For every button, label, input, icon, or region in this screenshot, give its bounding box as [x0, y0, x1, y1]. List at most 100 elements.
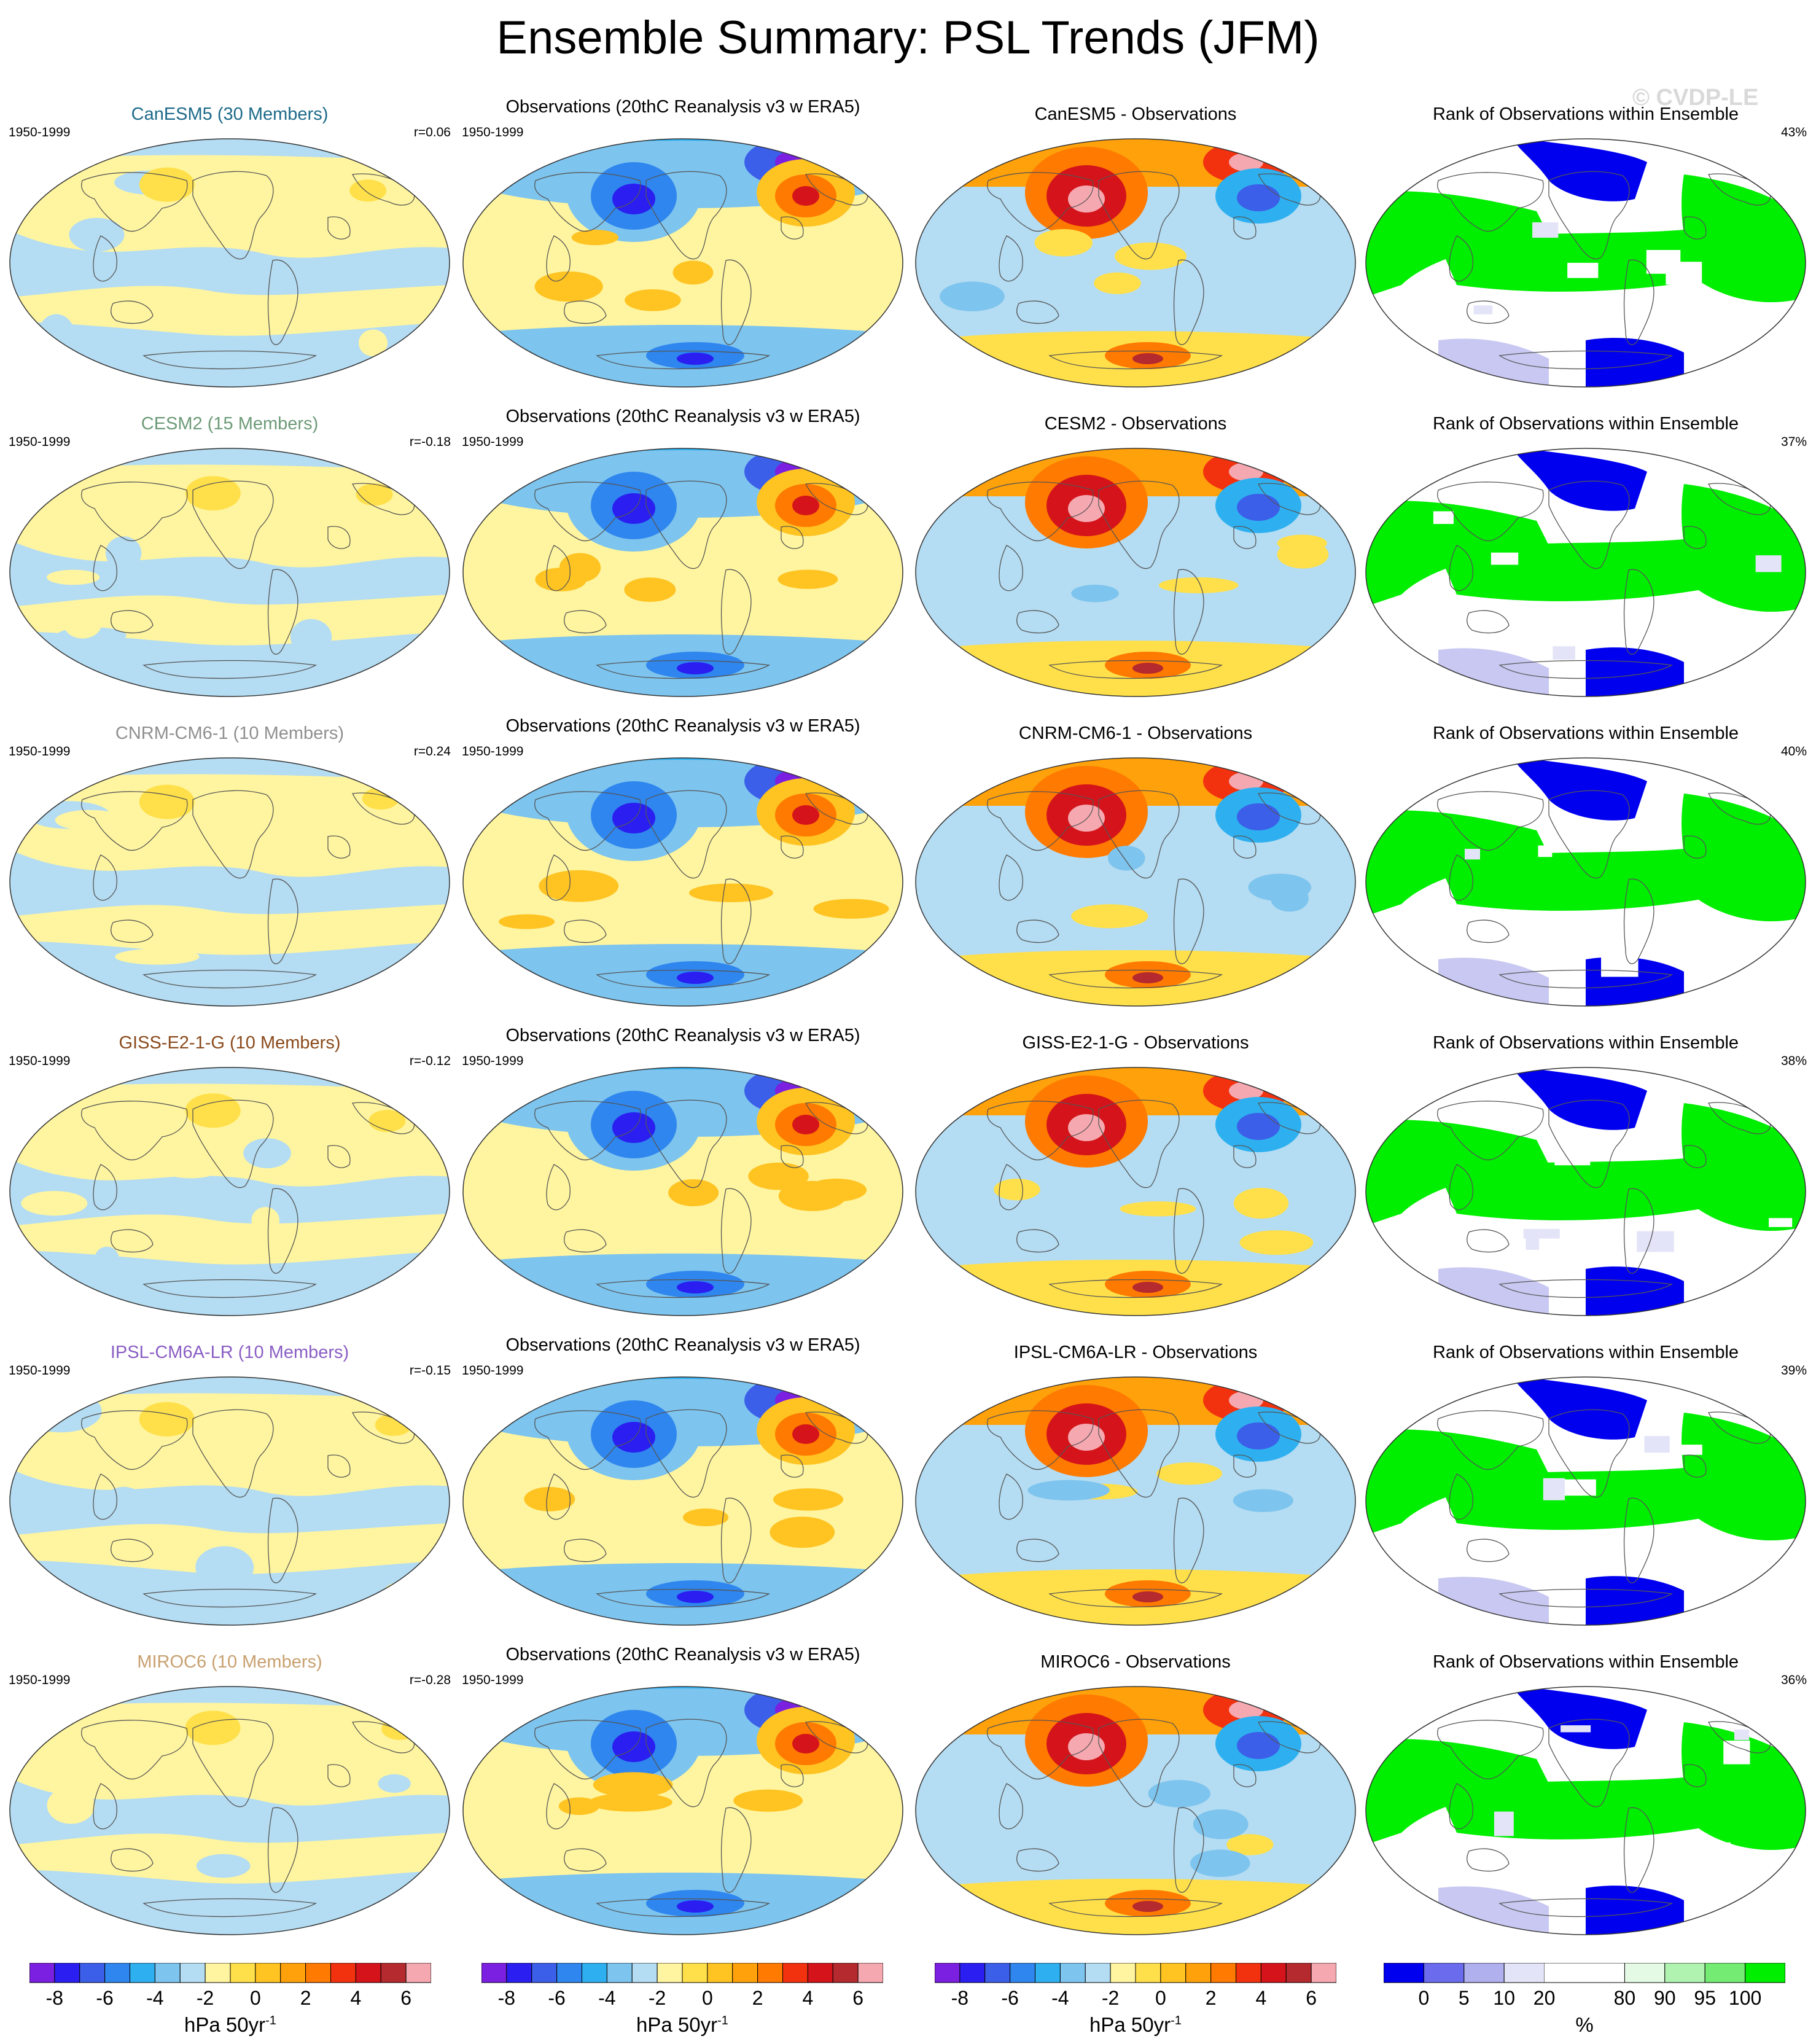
world-map	[9, 1067, 450, 1316]
colorbar-bin	[1160, 1962, 1187, 1983]
rank-patch	[1601, 956, 1639, 977]
positive-trend-patch	[672, 260, 714, 285]
coastline	[781, 216, 804, 240]
map-border	[462, 1686, 903, 1935]
trend-patch	[1233, 1489, 1293, 1512]
coastline	[1467, 300, 1510, 324]
coastline	[1449, 545, 1473, 591]
map-panel-model: MIROC6 (10 Members) 1950-1999 r=-0.28	[9, 1650, 451, 1936]
trend-patch	[1277, 534, 1327, 552]
colorbar-bin	[707, 1962, 733, 1983]
map-border	[915, 1067, 1356, 1316]
coastline	[546, 235, 571, 282]
rank-patch	[1644, 1436, 1670, 1453]
map-panel-model: CNRM-CM6-1 (10 Members) 1950-1999 r=0.24	[9, 721, 451, 1007]
coastline	[142, 1588, 318, 1608]
rank-patch	[1723, 1741, 1750, 1765]
positive-trend-center	[1068, 1733, 1105, 1760]
trend-patch	[994, 1179, 1040, 1201]
positive-trend-center	[368, 1110, 406, 1133]
colorbar-tick-label: -8	[46, 1987, 63, 2009]
coastline	[267, 1807, 298, 1893]
coastline	[327, 835, 351, 859]
colorbar-units: hPa 50yr-1	[935, 2013, 1336, 2037]
coastline	[1258, 1721, 1321, 1753]
units-exponent: -1	[1171, 2014, 1182, 2027]
colorbar-bin	[1311, 1962, 1337, 1983]
coastline	[81, 1720, 188, 1780]
high-rank-region	[1682, 1722, 1806, 1851]
low-rank-region	[1586, 1886, 1684, 1935]
positive-trend-region	[10, 1083, 450, 1187]
high-rank-region	[1438, 849, 1709, 911]
map-panel-rank: Rank of Observations within Ensemble 36%	[1365, 1650, 1807, 1936]
coastline	[987, 1410, 1094, 1470]
coastline	[999, 1473, 1023, 1520]
colorbar-bin	[1110, 1962, 1136, 1983]
panel-title: Observations (20thC Reanalysis v3 w ERA5…	[505, 97, 860, 117]
positive-trend-patch	[748, 1162, 809, 1190]
period-label: 1950-1999	[9, 1673, 71, 1687]
panel-title: IPSL-CM6A-LR - Observations	[1013, 1343, 1258, 1362]
world-map	[462, 1376, 903, 1626]
coastline	[81, 1410, 188, 1470]
period-label: 1950-1999	[462, 1054, 524, 1068]
coastline	[1048, 1588, 1223, 1608]
coastline	[720, 878, 752, 964]
trend-patch	[47, 1787, 95, 1824]
panel-title: Rank of Observations within Ensemble	[1432, 1033, 1739, 1053]
colorbar-tick-label: 2	[752, 1987, 763, 2009]
map-panel-rank: Rank of Observations within Ensemble 39%	[1365, 1340, 1807, 1626]
colorbar-bin	[1210, 1962, 1236, 1983]
map-border	[915, 448, 1356, 697]
coastline	[999, 1164, 1023, 1211]
colorbar-tick-label: 80	[1614, 1987, 1636, 2009]
world-map	[462, 138, 903, 388]
positive-trend-center	[1068, 1114, 1105, 1141]
colorbar-tick-label: 90	[1654, 1987, 1676, 2009]
coastline	[564, 300, 607, 324]
coastline	[987, 1720, 1094, 1780]
map-panel-diff: CESM2 - Observations	[914, 412, 1357, 698]
world-map	[915, 1376, 1356, 1626]
coastline	[781, 1454, 804, 1478]
colorbar-bin	[280, 1962, 306, 1983]
colorbar-tick-label: 4	[1255, 1987, 1266, 2009]
positive-trend-center	[792, 1115, 819, 1134]
world-map	[462, 448, 903, 697]
trend-patch	[1120, 1201, 1196, 1217]
trend-patch	[196, 1854, 251, 1878]
positive-trend-patch	[559, 553, 601, 583]
colorbar-tick-label: 6	[400, 1987, 411, 2009]
colorbar-bin	[1423, 1962, 1465, 1983]
map-border	[462, 448, 903, 697]
trend-patch	[358, 329, 388, 357]
coastline	[267, 878, 298, 964]
coastline	[1437, 1410, 1544, 1470]
map-border	[462, 757, 903, 1007]
negative-trend-center	[612, 803, 655, 833]
trend-patch	[1158, 577, 1239, 593]
rank-patch	[1508, 800, 1545, 816]
colorbar-units: %	[1575, 2013, 1594, 2036]
positive-trend-center	[1132, 1282, 1163, 1293]
positive-trend-center	[792, 1424, 819, 1444]
coastline	[1233, 1145, 1257, 1168]
coastline	[142, 1898, 318, 1917]
coastline	[327, 216, 351, 240]
panel-title: Observations (20thC Reanalysis v3 w ERA5…	[505, 407, 860, 426]
low-rank-region	[1512, 139, 1647, 201]
coastline	[111, 919, 154, 943]
rank-patch	[1554, 1142, 1591, 1166]
coastline	[1708, 173, 1771, 206]
coastline	[564, 610, 607, 634]
positive-trend-center	[381, 1717, 419, 1740]
coastline	[1258, 483, 1321, 515]
coastline	[1449, 1783, 1473, 1830]
low-rank-region	[1512, 1377, 1647, 1440]
colorbar-tick-label: -6	[96, 1987, 113, 2009]
coastline	[1098, 480, 1180, 569]
map-panel-obs: Observations (20thC Reanalysis v3 w ERA5…	[462, 1645, 904, 1936]
rank-patch	[1769, 1218, 1793, 1227]
colorbar-bin	[757, 1962, 783, 1983]
